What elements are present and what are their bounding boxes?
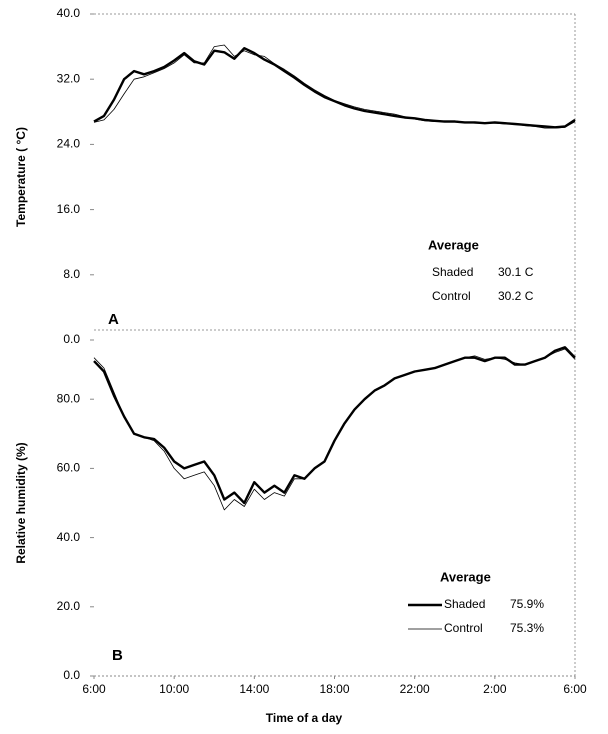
panel-label: B [112,647,123,664]
y-tick-label: 40.0 [57,530,81,544]
legend-label: Control [444,621,483,635]
legend-title: Average [428,237,479,252]
x-tick-label: 2:00 [483,682,507,696]
data-line [93,44,576,129]
x-tick-label: 22:00 [400,682,430,696]
data-line [93,348,576,511]
y-tick-label: 80.0 [57,391,81,405]
legend-title: Average [440,569,491,584]
y-tick-label: 32.0 [57,71,81,85]
y-tick-label: 60.0 [57,461,81,475]
x-tick-label: 10:00 [159,682,189,696]
y-tick-label: 20.0 [57,599,81,613]
y-axis-title: Relative humidity (%) [14,442,28,563]
x-tick-label: 6:00 [82,682,106,696]
x-axis-title: Time of a day [266,711,343,725]
y-tick-label: 16.0 [57,202,81,216]
legend-label: Shaded [432,265,473,279]
x-tick-label: 6:00 [563,682,587,696]
panel-label: A [108,311,119,328]
data-line [93,47,576,129]
x-tick-label: 14:00 [239,682,269,696]
y-tick-label: 8.0 [63,267,80,281]
legend-label: Shaded [444,597,485,611]
legend-average: 30.2 C [498,289,534,303]
legend-label: Control [432,289,471,303]
y-tick-label: 0.0 [63,668,80,682]
legend-average: 75.9% [510,597,544,611]
y-tick-label: 0.0 [63,332,80,346]
legend-average: 30.1 C [498,265,534,279]
y-tick-label: 40.0 [57,6,81,20]
y-tick-label: 24.0 [57,137,81,151]
y-axis-title: Temperature ( °C) [14,127,28,227]
x-tick-label: 18:00 [319,682,349,696]
data-line [93,346,576,505]
legend-average: 75.3% [510,621,544,635]
